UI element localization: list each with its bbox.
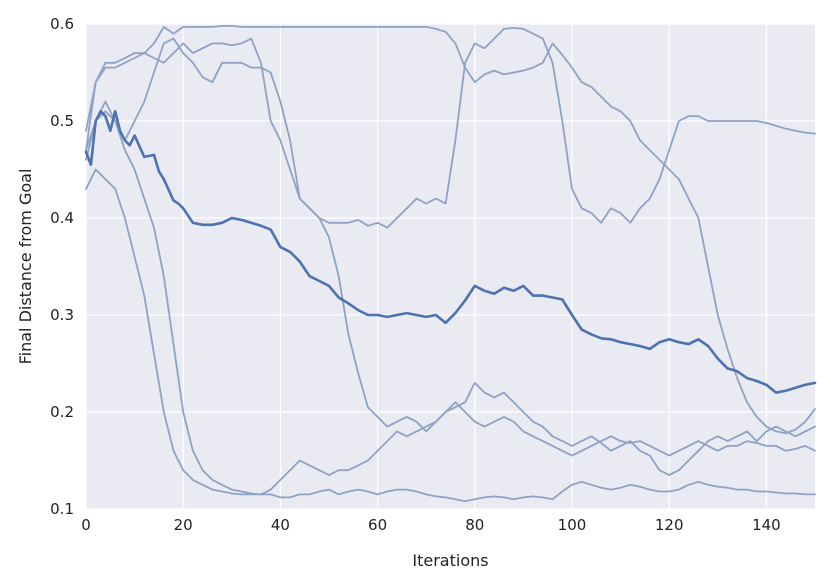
run-series-group [85,25,816,503]
run-line-3 [85,37,816,476]
x-axis-label: Iterations [412,551,488,570]
x-tick-label: 0 [81,516,91,534]
y-tick-label: 0.2 [50,403,74,421]
x-tick-label: 100 [558,516,587,534]
y-tick-labels: 0.1 0.2 0.3 0.4 0.5 0.6 [50,15,74,518]
x-tick-label: 120 [655,516,684,534]
y-tick-label: 0.5 [50,112,74,130]
y-tick-label: 0.1 [50,500,74,518]
run-line-1 [85,25,816,435]
plot-background [86,24,815,509]
y-axis-label: Final Distance from Goal [16,169,35,365]
x-tick-labels: 0 20 40 60 80 100 120 140 [81,516,780,534]
mean-line [84,110,817,394]
x-tick-label: 80 [465,516,484,534]
x-tick-label: 20 [174,516,193,534]
y-tick-label: 0.3 [50,306,74,324]
run-line-5 [85,168,816,503]
grid [85,23,815,510]
x-tick-label: 60 [368,516,387,534]
mean-series-group [84,110,817,394]
y-tick-label: 0.4 [50,209,74,227]
run-line-2 [85,27,816,229]
y-tick-label: 0.6 [50,15,74,33]
x-tick-label: 40 [271,516,290,534]
x-tick-label: 140 [752,516,781,534]
run-line-4 [85,110,816,496]
